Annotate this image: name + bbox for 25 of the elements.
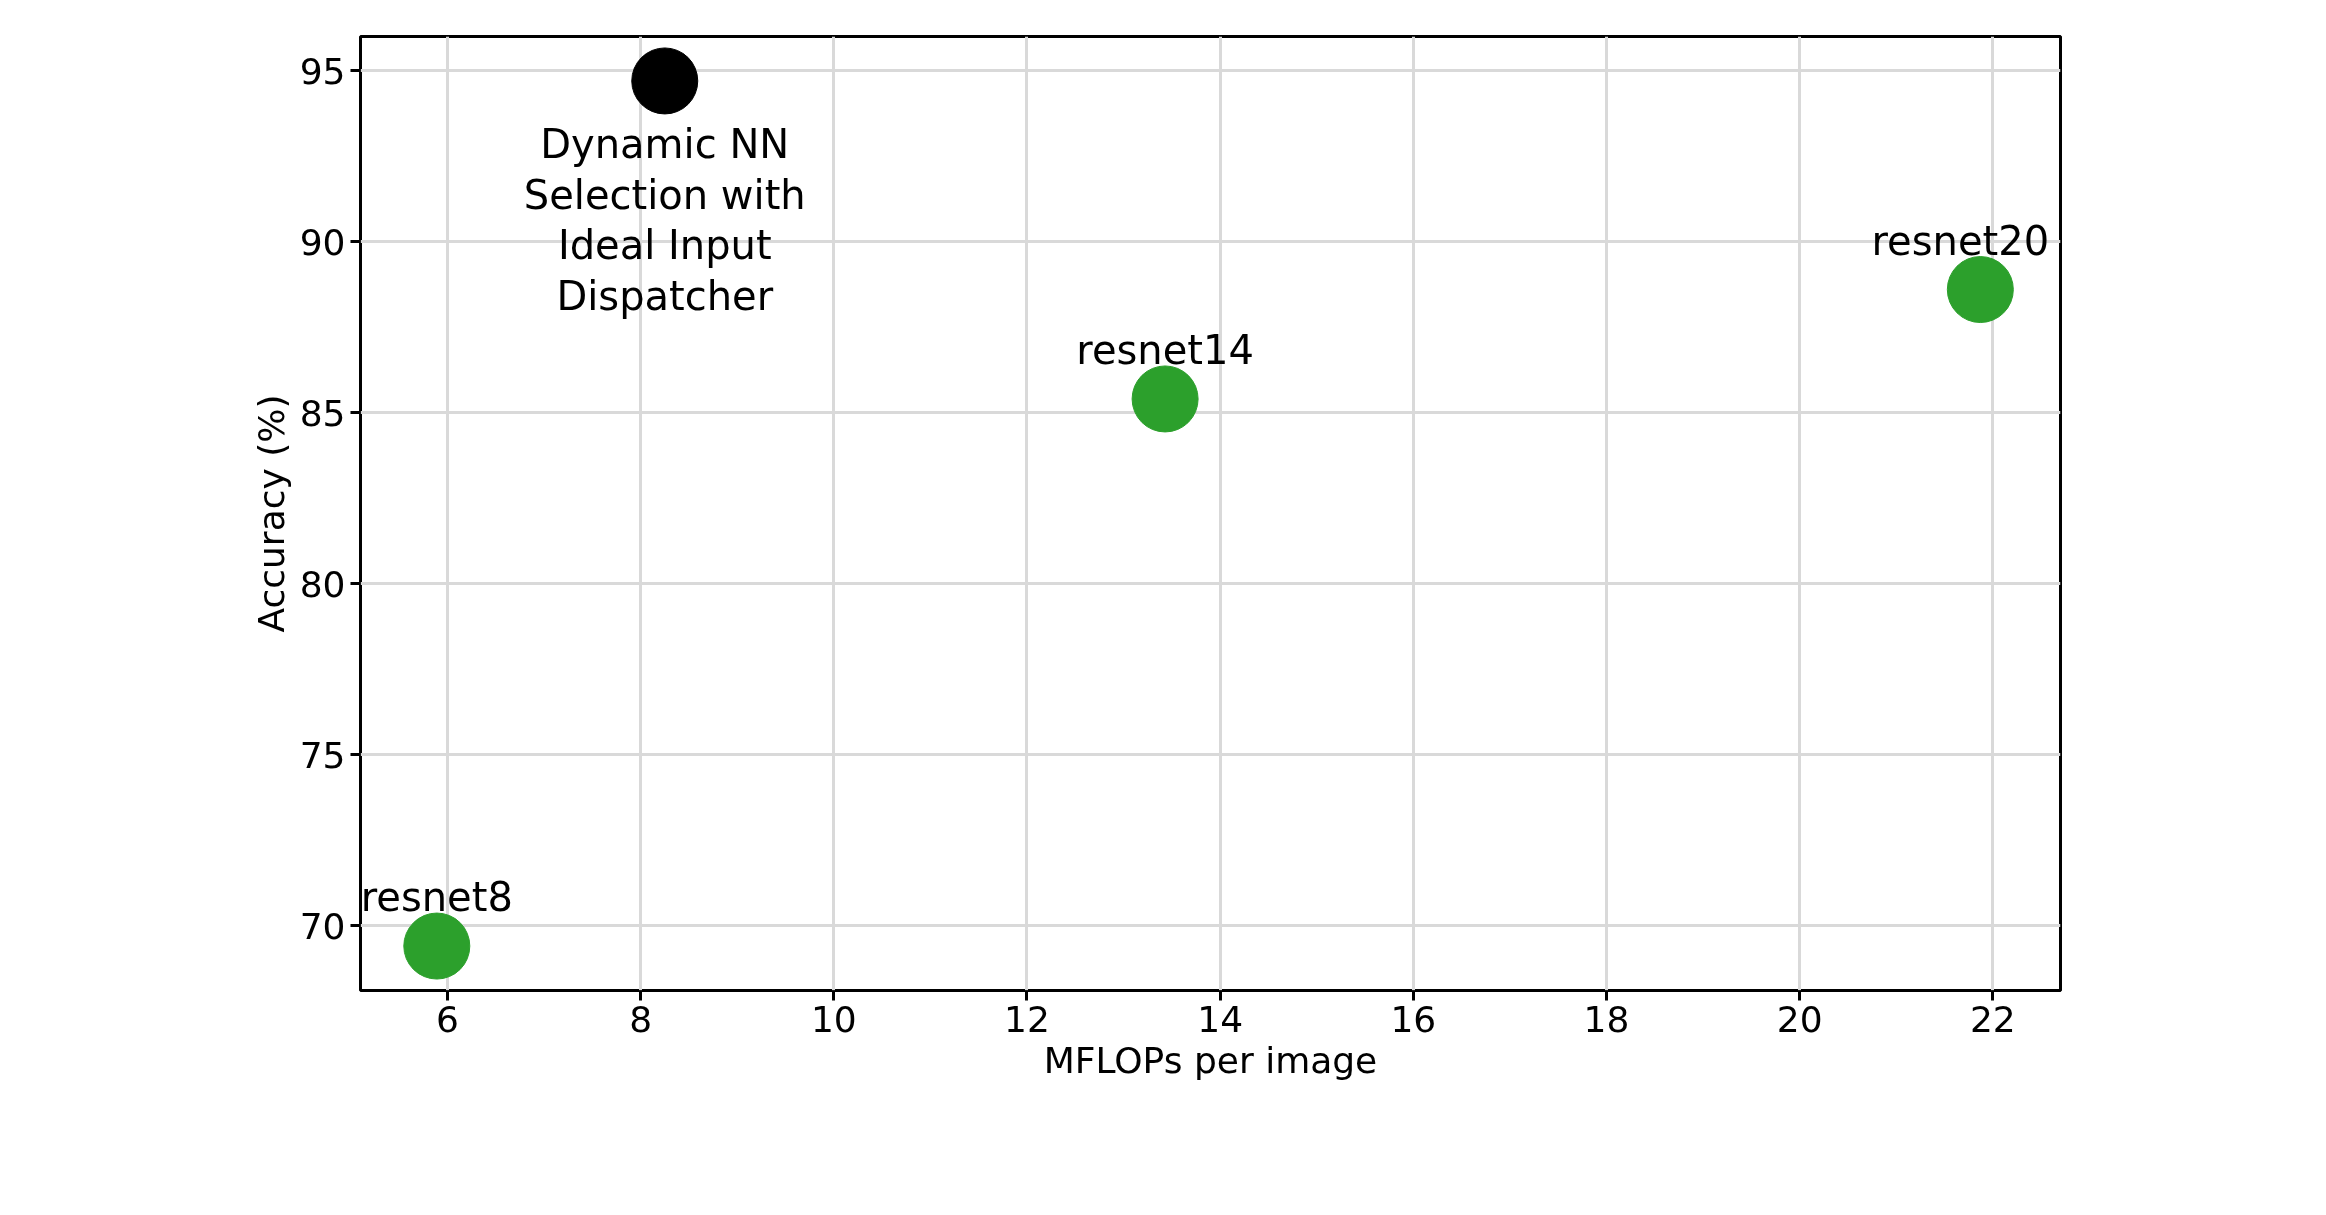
- y-tick-label: 75: [299, 734, 346, 776]
- annotation: Dynamic NN Selection with Ideal Input Dispatcher: [523, 120, 806, 319]
- annotation: resnet14: [1076, 326, 1254, 373]
- x-tick-label: 22: [1969, 998, 2016, 1040]
- y-axis-title: Accuracy (%): [250, 394, 292, 633]
- annotation: resnet8: [360, 874, 513, 921]
- annotation: resnet20: [1871, 217, 2050, 264]
- x-tick-label: 18: [1583, 998, 1630, 1040]
- x-tick-label: 6: [435, 998, 459, 1040]
- x-axis-title: MFLOPs per image: [1043, 1039, 1378, 1081]
- x-tick-label: 12: [1004, 998, 1050, 1040]
- y-tick-label: 70: [299, 905, 346, 947]
- point: [403, 912, 471, 980]
- x-tick-label: 16: [1390, 998, 1437, 1040]
- x-tick-label: 20: [1776, 998, 1823, 1040]
- x-tick-label: 10: [810, 998, 857, 1040]
- point: [1946, 256, 2014, 323]
- point: [631, 47, 699, 115]
- y-tick-label: 95: [299, 50, 346, 92]
- y-tick-label: 90: [299, 221, 346, 263]
- point: [1131, 365, 1199, 433]
- y-tick-label: 85: [299, 392, 346, 434]
- x-tick-label: 8: [629, 998, 653, 1040]
- y-tick-label: 80: [299, 563, 346, 605]
- x-tick-label: 14: [1197, 998, 1244, 1040]
